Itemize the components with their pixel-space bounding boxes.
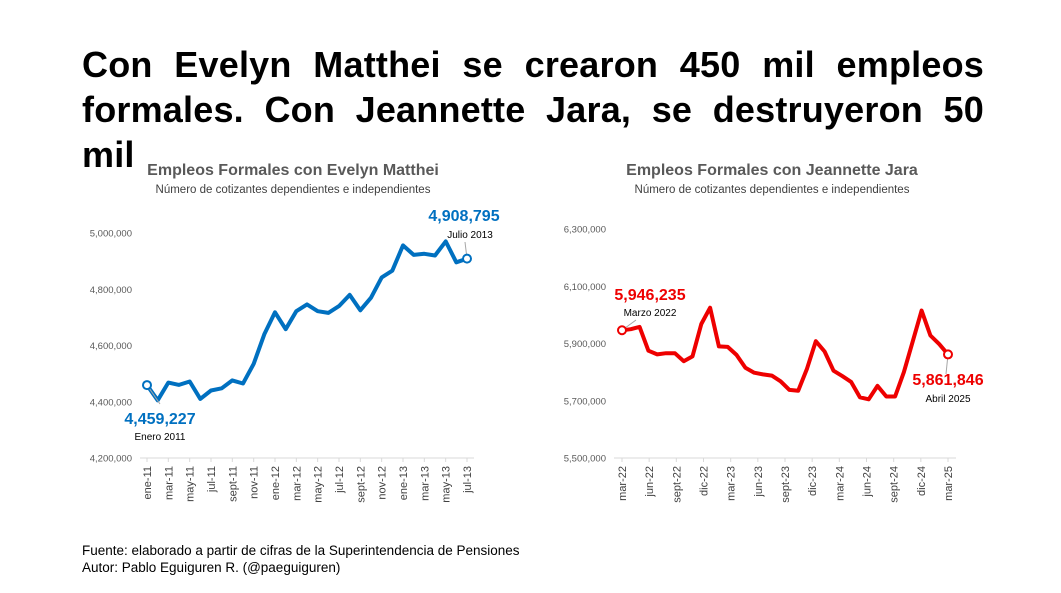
chart-jara-end-date: Abril 2025	[925, 394, 970, 405]
chart-matthei-subtitle: Número de cotizantes dependientes e inde…	[156, 184, 431, 196]
chart-matthei-y-tick-label: 4,200,000	[90, 454, 132, 465]
chart-jara-x-tick-label: dic-23	[807, 466, 819, 496]
chart-jara: Empleos Formales con Jeannette Jara Núme…	[564, 162, 984, 503]
chart-matthei-x-tick-label: may-11	[185, 466, 197, 502]
chart-jara-x-ticks: mar-22 jun-22 sept-22 dic-22 mar-23 jun-23 sep…	[617, 458, 955, 503]
chart-matthei-x-tick-label: jul-13	[462, 466, 474, 494]
chart-jara-end-point	[943, 349, 953, 360]
chart-matthei-x-tick-label: may-13	[441, 466, 453, 503]
chart-jara-y-tick-label: 5,900,000	[564, 339, 606, 350]
chart-matthei-x-tick-label: ene-11	[142, 466, 154, 499]
chart-matthei-title: Empleos Formales con Evelyn Matthei	[147, 162, 439, 179]
footer-author: Autor: Pablo Eguiguren R. (@paeguiguren)	[82, 560, 341, 575]
chart-matthei-x-tick-label: nov-12	[377, 466, 389, 500]
chart-jara-x-tick-label: jun-23	[753, 466, 765, 498]
chart-matthei-y-tick-label: 4,600,000	[90, 341, 132, 352]
chart-jara-series-line	[620, 305, 950, 402]
chart-matthei-series-line	[145, 239, 469, 403]
chart-matthei-x-tick-label: mar-13	[419, 466, 431, 501]
chart-jara-x-tick-label: sept-22	[671, 466, 683, 503]
chart-jara-x-tick-label: jun-24	[862, 466, 874, 498]
footer: Fuente: elaborado a partir de cifras de …	[82, 542, 520, 576]
chart-matthei-x-tick-label: ene-12	[270, 466, 282, 500]
chart-jara-y-tick-label: 6,100,000	[564, 282, 606, 293]
chart-jara-x-tick-label: mar-25	[943, 466, 955, 501]
chart-jara-x-tick-label: mar-24	[834, 466, 846, 501]
chart-matthei-end-point	[462, 253, 472, 264]
chart-matthei-start-point	[142, 380, 152, 391]
chart-jara-x-tick-label: mar-22	[617, 466, 629, 501]
chart-matthei-start-value: 4,459,227	[124, 411, 195, 428]
chart-matthei-x-tick-label: mar-11	[163, 466, 175, 500]
chart-matthei-x-ticks: ene-11 mar-11 may-11 jul-11 sept-11 nov-11 ene…	[142, 458, 474, 503]
chart-jara-y-tick-label: 5,500,000	[564, 454, 606, 465]
chart-matthei-start-date: Enero 2011	[135, 432, 186, 443]
chart-matthei-end-value: 4,908,795	[428, 208, 499, 225]
chart-matthei-x-tick-label: jul-12	[334, 466, 346, 494]
chart-jara-x-tick-label: sept-24	[889, 466, 901, 503]
chart-matthei-x-tick-label: nov-11	[249, 466, 261, 499]
chart-jara-start-value: 5,946,235	[614, 287, 685, 304]
chart-matthei-x-tick-label: ene-13	[398, 466, 410, 500]
chart-matthei-y-tick-label: 5,000,000	[90, 229, 132, 240]
chart-matthei-y-ticks: 4,200,000 4,400,000 4,600,000 4,800,000 5,00…	[90, 229, 132, 465]
footer-source: Fuente: elaborado a partir de cifras de …	[82, 543, 520, 558]
chart-jara-y-tick-label: 5,700,000	[564, 396, 606, 407]
chart-jara-start-point	[617, 325, 627, 336]
chart-jara-subtitle: Número de cotizantes dependientes e inde…	[635, 184, 910, 196]
chart-jara-y-ticks: 5,500,000 5,700,000 5,900,000 6,100,000 6,30…	[564, 225, 606, 465]
headline-line-1: Con Evelyn Matthei se crearon 450 mil em…	[82, 44, 984, 85]
chart-matthei: Empleos Formales con Evelyn Matthei Núme…	[90, 162, 500, 503]
chart-jara-end-value: 5,861,846	[912, 372, 983, 389]
chart-jara-x-tick-label: jun-22	[644, 466, 656, 498]
chart-matthei-x-tick-label: sept-11	[227, 466, 239, 502]
chart-matthei-x-tick-label: may-12	[313, 466, 325, 503]
chart-jara-x-tick-label: mar-23	[726, 466, 738, 501]
chart-jara-start-date: Marzo 2022	[624, 308, 677, 319]
chart-matthei-end-date: Julio 2013	[447, 230, 493, 241]
chart-matthei-y-tick-label: 4,400,000	[90, 397, 132, 408]
chart-matthei-x-tick-label: mar-12	[291, 466, 303, 501]
chart-matthei-x-tick-label: jul-11	[206, 466, 218, 493]
chart-matthei-x-tick-label: sept-12	[355, 466, 367, 503]
headline-line-2: formales. Con Jeannette Jara, se destruy…	[82, 89, 984, 175]
chart-matthei-y-tick-label: 4,800,000	[90, 285, 132, 296]
chart-jara-x-tick-label: dic-24	[916, 466, 928, 496]
chart-jara-x-tick-label: sept-23	[780, 466, 792, 503]
headline: Con Evelyn Matthei se crearon 450 mil em…	[82, 42, 984, 177]
chart-jara-y-tick-label: 6,300,000	[564, 225, 606, 236]
chart-jara-title: Empleos Formales con Jeannette Jara	[626, 162, 918, 179]
chart-jara-x-tick-label: dic-22	[699, 466, 711, 496]
